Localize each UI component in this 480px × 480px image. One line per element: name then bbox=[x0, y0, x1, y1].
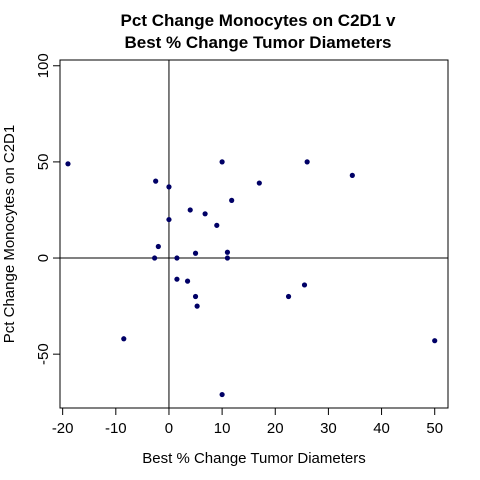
data-point bbox=[153, 178, 159, 184]
data-point bbox=[219, 159, 225, 165]
data-point bbox=[121, 336, 127, 342]
data-point bbox=[214, 222, 220, 228]
data-point bbox=[304, 159, 310, 165]
plot-frame bbox=[59, 59, 449, 409]
data-point bbox=[285, 293, 292, 300]
x-tick-label: -20 bbox=[52, 420, 74, 437]
x-tick-label: 50 bbox=[426, 420, 443, 437]
data-point bbox=[229, 197, 235, 203]
data-point bbox=[256, 180, 262, 186]
data-point bbox=[192, 250, 199, 256]
data-point bbox=[187, 207, 193, 213]
y-tick-label: 100 bbox=[35, 53, 52, 78]
data-point bbox=[224, 249, 231, 255]
x-tick-label: 20 bbox=[267, 420, 284, 437]
y-axis-label: Pct Change Monocytes on C2D1 bbox=[1, 125, 18, 343]
x-tick-label: 40 bbox=[373, 420, 390, 437]
data-point bbox=[194, 303, 200, 309]
x-tick-label: 30 bbox=[320, 420, 337, 437]
data-point bbox=[174, 276, 180, 282]
data-point bbox=[432, 338, 438, 344]
data-point bbox=[152, 255, 158, 261]
y-tick-label: 0 bbox=[35, 254, 52, 262]
plot-area bbox=[60, 60, 448, 408]
data-point bbox=[301, 282, 308, 288]
x-tick-label: 0 bbox=[165, 420, 173, 437]
x-axis: -20 -10 0 10 20 30 40 50 bbox=[52, 407, 443, 437]
data-point bbox=[202, 211, 208, 217]
data-point bbox=[155, 243, 161, 250]
y-tick-label: -50 bbox=[35, 343, 52, 365]
data-point bbox=[184, 278, 191, 284]
chart-title-line-1: Pct Change Monocytes on C2D1 v bbox=[121, 11, 396, 30]
data-point bbox=[219, 391, 225, 398]
y-axis: -50 0 50 100 bbox=[35, 53, 61, 365]
x-tick-label: 10 bbox=[214, 420, 231, 437]
chart-title-line-2: Best % Change Tumor Diameters bbox=[124, 33, 391, 52]
data-point bbox=[166, 216, 172, 223]
y-tick-label: 50 bbox=[35, 154, 52, 171]
data-point bbox=[224, 255, 231, 261]
x-axis-label: Best % Change Tumor Diameters bbox=[142, 450, 365, 467]
x-tick-label: -10 bbox=[105, 420, 127, 437]
data-point bbox=[192, 293, 199, 300]
data-point bbox=[349, 172, 355, 178]
data-point bbox=[174, 255, 180, 261]
data-point bbox=[65, 161, 71, 167]
data-point bbox=[166, 184, 172, 190]
